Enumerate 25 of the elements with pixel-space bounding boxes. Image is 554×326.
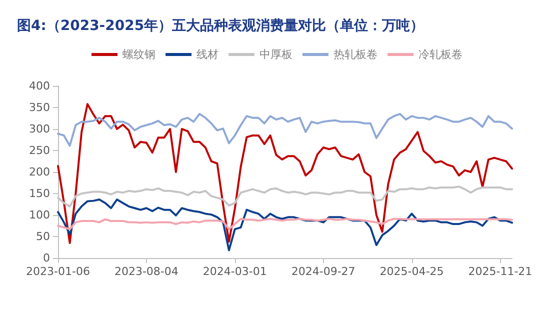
x-tick-label: 2023-08-04 [114, 265, 178, 278]
y-tick-label: 300 [29, 122, 50, 136]
x-tick-label: 2024-09-27 [291, 265, 356, 278]
x-tick-label: 2025-11-21 [468, 265, 532, 278]
x-tick-label: 2025-04-25 [380, 265, 444, 278]
legend-label: 中厚板 [260, 48, 292, 61]
legend-label: 热轧板卷 [334, 48, 378, 61]
y-tick-label: 0 [43, 252, 50, 264]
line-series [57, 112, 513, 147]
legend-label: 线材 [196, 48, 218, 61]
x-tick-label: 2023-01-06 [26, 265, 90, 278]
y-tick-label: 250 [29, 144, 50, 157]
line-series [57, 218, 513, 230]
chart-title: 图4:（2023-2025年）五大品种表观消费量对比（单位：万吨） [17, 18, 424, 34]
y-tick-label: 350 [29, 101, 50, 114]
y-tick-label: 400 [29, 80, 50, 92]
line-series [57, 103, 513, 244]
legend-label: 冷轧板卷 [418, 48, 462, 61]
legend-label: 螺纹钢 [122, 48, 156, 61]
x-tick-label: 2024-03-01 [202, 265, 267, 278]
y-tick-label: 100 [29, 208, 50, 222]
y-tick-label: 200 [29, 166, 50, 178]
line-series [57, 198, 513, 252]
y-tick-label: 150 [29, 187, 50, 200]
y-tick-label: 50 [36, 230, 50, 243]
